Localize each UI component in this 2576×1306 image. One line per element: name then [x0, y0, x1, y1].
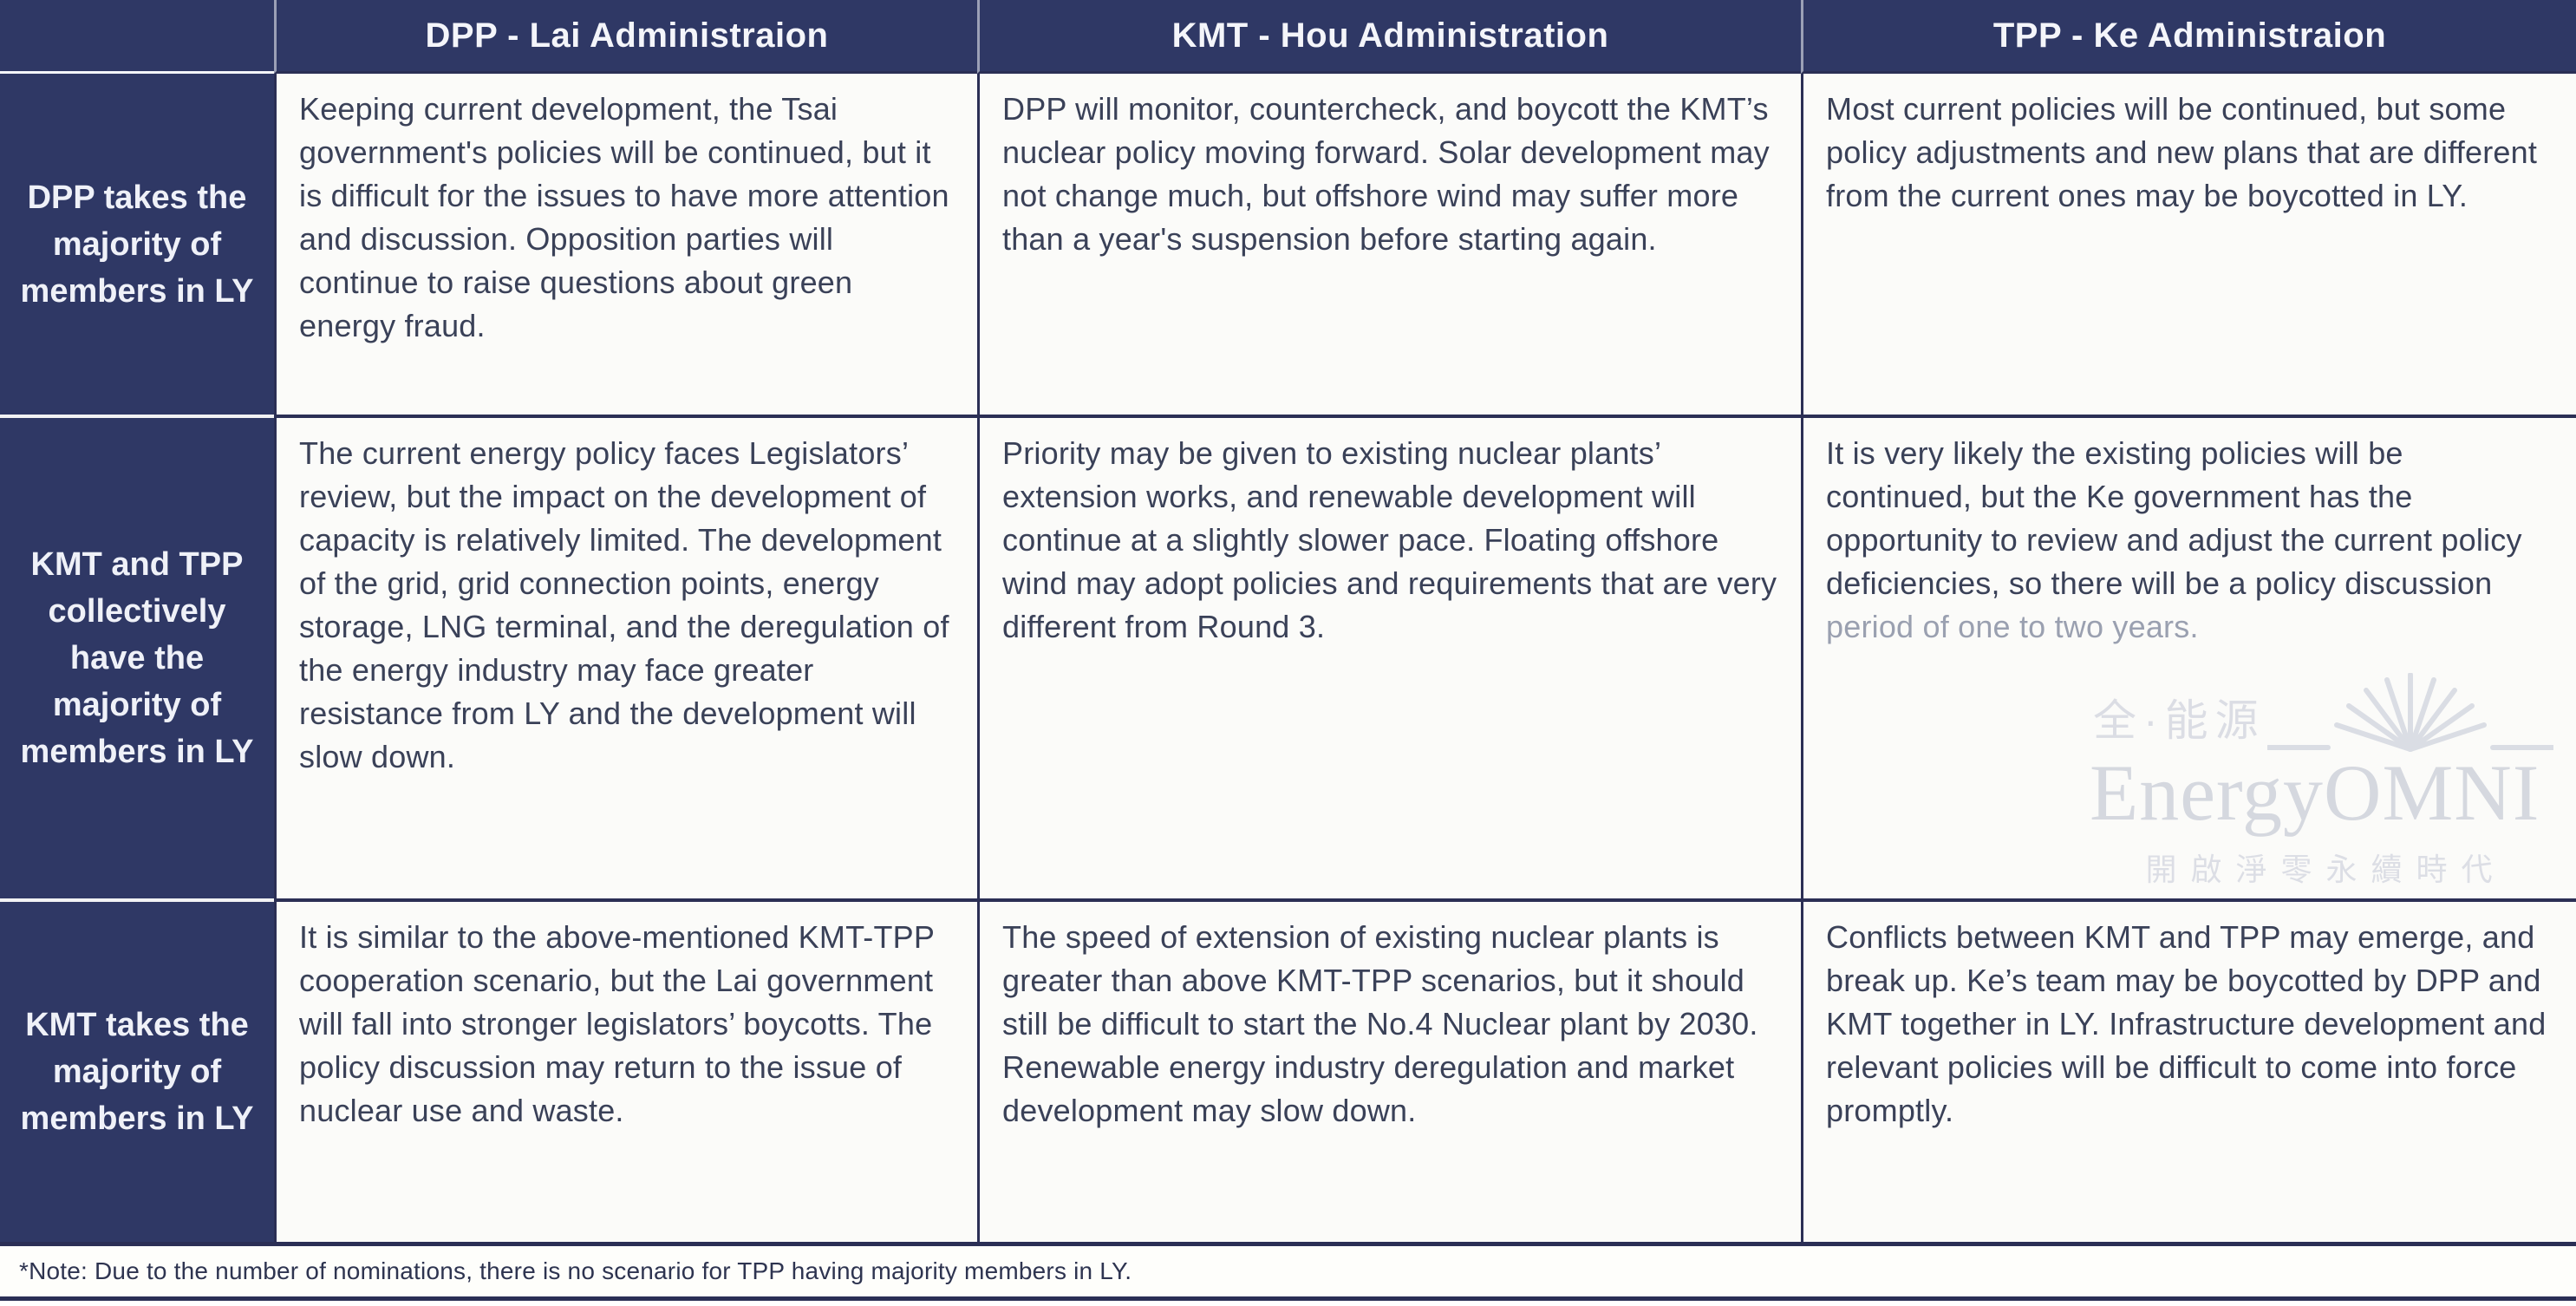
row-header-kmt-tpp-majority: KMT and TPP collectively have the majori… [0, 418, 274, 902]
col-header-tpp-ke: TPP - Ke Administraion [1801, 0, 2576, 74]
cell-kmt-tpp-majority-tpp: It is very likely the existing policies … [1801, 418, 2576, 902]
cell-kmt-tpp-majority-kmt: Priority may be given to existing nuclea… [977, 418, 1801, 902]
cell-kmt-tpp-majority-dpp: The current energy policy faces Legislat… [274, 418, 977, 902]
cell-text: The current energy policy faces Legislat… [299, 435, 949, 774]
col-header-dpp-lai: DPP - Lai Administraion [274, 0, 977, 74]
energyomni-watermark: 全·能源 Ener [2090, 673, 2562, 891]
col-header-kmt-hou: KMT - Hou Administration [977, 0, 1801, 74]
cell-dpp-majority-kmt: DPP will monitor, countercheck, and boyc… [977, 74, 1801, 418]
row-header-kmt-majority: KMT takes the majority of members in LY [0, 902, 274, 1242]
cell-text: DPP will monitor, countercheck, and boyc… [1002, 91, 1770, 257]
cell-kmt-majority-kmt: The speed of extension of existing nucle… [977, 902, 1801, 1242]
cell-kmt-majority-dpp: It is similar to the above-mentioned KMT… [274, 902, 977, 1242]
corner-cell [0, 0, 274, 74]
watermark-cjk-bottom: 開啟淨零永續時代 [2145, 852, 2507, 887]
bottom-divider [0, 1296, 2576, 1301]
scenario-table: DPP - Lai Administraion KMT - Hou Admini… [0, 0, 2576, 1246]
row-header-dpp-majority: DPP takes the majority of members in LY [0, 74, 274, 418]
footnote: *Note: Due to the number of nominations,… [0, 1246, 2576, 1296]
cell-text-light: period of one to two years. [1826, 609, 2199, 644]
cell-text: Conflicts between KMT and TPP may emerge… [1826, 919, 2547, 1128]
cell-dpp-majority-tpp: Most current policies will be continued,… [1801, 74, 2576, 418]
watermark-cjk-top: 全·能源 [2093, 696, 2266, 745]
cell-text: It is very likely the existing policies … [1826, 435, 2522, 601]
watermark-brand-text: EnergyOMNI [2090, 748, 2540, 837]
cell-text: The speed of extension of existing nucle… [1002, 919, 1758, 1128]
cell-text: Keeping current development, the Tsai go… [299, 91, 949, 343]
cell-text: Priority may be given to existing nuclea… [1002, 435, 1777, 644]
cell-text: Most current policies will be continued,… [1826, 91, 2538, 213]
sunburst-rays-icon [2267, 673, 2553, 752]
cell-text: It is similar to the above-mentioned KMT… [299, 919, 935, 1128]
cell-kmt-majority-tpp: Conflicts between KMT and TPP may emerge… [1801, 902, 2576, 1242]
cell-dpp-majority-dpp: Keeping current development, the Tsai go… [274, 74, 977, 418]
